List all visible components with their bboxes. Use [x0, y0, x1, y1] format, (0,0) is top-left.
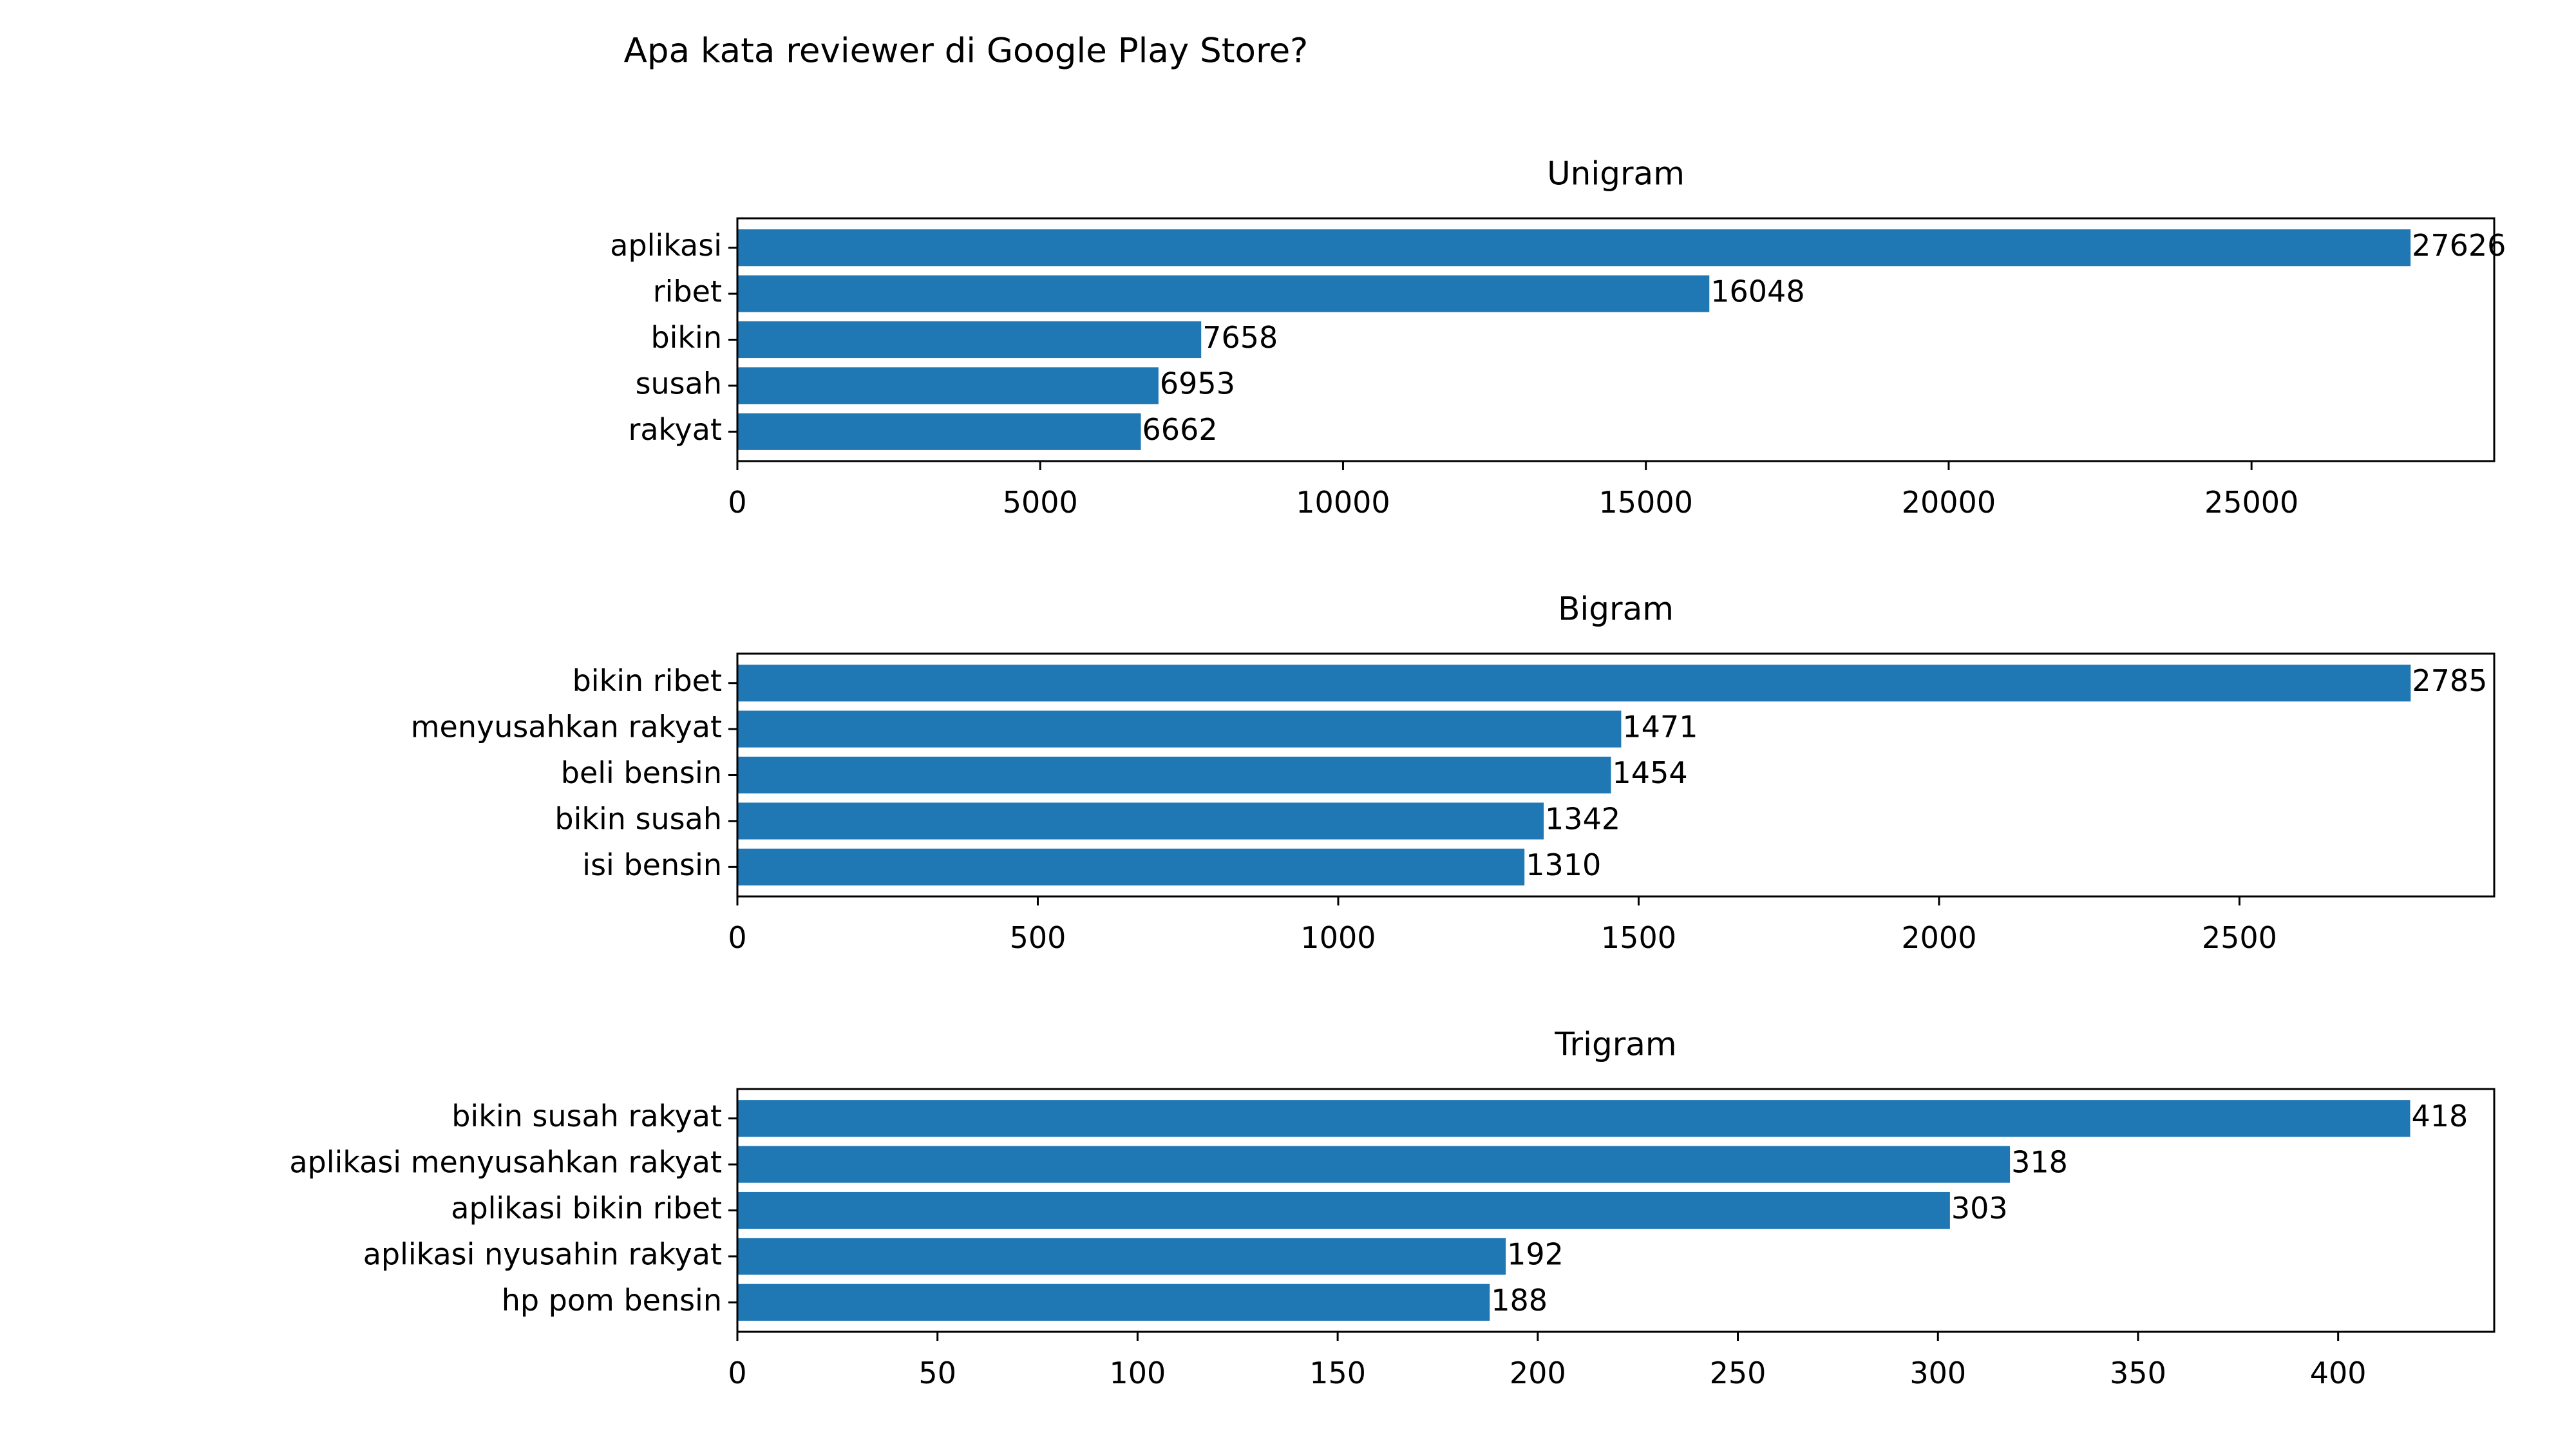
- bar: [737, 413, 1141, 450]
- chart-panel-2: Bigram bikin ribet 2785 menyusahkan rakyat 1…: [411, 591, 2496, 955]
- y-tick-label: hp pom bensin: [502, 1283, 722, 1318]
- y-tick-label: bikin ribet: [573, 663, 722, 698]
- data-label: 6662: [1142, 412, 1218, 447]
- x-tick-label: 250: [1710, 1356, 1766, 1390]
- data-label: 192: [1507, 1236, 1564, 1271]
- x-tick-label: 2500: [2202, 920, 2277, 955]
- bar: [737, 710, 1622, 748]
- data-label: 303: [1951, 1191, 2008, 1226]
- x-tick-label: 2000: [1901, 920, 1976, 955]
- y-tick-label: susah: [636, 366, 722, 401]
- x-tick-label: 1500: [1601, 920, 1676, 955]
- y-tick-label: bikin: [650, 320, 722, 355]
- y-tick-label: aplikasi: [610, 228, 722, 263]
- x-tick-label: 5000: [1003, 485, 1078, 520]
- chart-panel-3: Trigram bikin susah rakyat 418 aplikasi men…: [289, 1026, 2496, 1390]
- y-tick-label: aplikasi nyusahin rakyat: [363, 1236, 722, 1271]
- x-tick-label: 25000: [2204, 485, 2298, 520]
- bar: [737, 802, 1544, 840]
- data-label: 418: [2412, 1099, 2468, 1133]
- y-tick-label: menyusahkan rakyat: [411, 710, 722, 744]
- x-tick-label: 1000: [1300, 920, 1376, 955]
- bar: [737, 848, 1525, 886]
- x-tick-label: 150: [1309, 1356, 1366, 1390]
- data-label: 1454: [1613, 755, 1688, 790]
- x-tick-label: 0: [728, 1356, 746, 1390]
- x-tick-label: 300: [1909, 1356, 1966, 1390]
- x-tick-label: 50: [918, 1356, 956, 1390]
- x-tick-label: 500: [1010, 920, 1066, 955]
- x-tick-label: 0: [728, 920, 746, 955]
- y-tick-label: bikin susah rakyat: [451, 1099, 722, 1133]
- x-tick-label: 350: [2110, 1356, 2166, 1390]
- chart-title: Unigram: [1547, 155, 1685, 193]
- data-label: 1342: [1545, 801, 1620, 836]
- y-tick-label: isi bensin: [582, 848, 722, 882]
- data-label: 27626: [2412, 228, 2506, 263]
- axes-frame: [736, 652, 2496, 898]
- bar: [737, 756, 1611, 794]
- data-label: 1310: [1526, 848, 1601, 882]
- bar: [737, 1238, 1506, 1275]
- x-tick-label: 20000: [1902, 485, 1996, 520]
- bar: [737, 1283, 1490, 1321]
- x-tick-label: 200: [1510, 1356, 1566, 1390]
- data-label: 2785: [2412, 663, 2487, 698]
- axes-frame: [736, 1088, 2496, 1333]
- data-label: 1471: [1622, 710, 1698, 744]
- figure-title: Apa kata reviewer di Google Play Store?: [624, 32, 1309, 71]
- bar: [737, 321, 1202, 359]
- x-tick-label: 100: [1110, 1356, 1166, 1390]
- y-tick-label: beli bensin: [561, 755, 722, 790]
- x-tick-label: 15000: [1599, 485, 1693, 520]
- bar: [737, 1191, 1950, 1229]
- y-tick-label: rakyat: [628, 412, 722, 447]
- bar: [737, 665, 2411, 702]
- y-tick-label: aplikasi menyusahkan rakyat: [289, 1145, 722, 1180]
- chart-title: Trigram: [1554, 1026, 1676, 1063]
- bar: [737, 275, 1710, 312]
- data-label: 16048: [1710, 274, 1804, 309]
- bar: [737, 1100, 2410, 1137]
- bar: [737, 229, 2411, 267]
- y-tick-label: aplikasi bikin ribet: [451, 1191, 722, 1226]
- y-tick-label: ribet: [653, 274, 722, 309]
- chart-title: Bigram: [1558, 591, 1674, 628]
- data-label: 6953: [1160, 366, 1235, 401]
- x-tick-label: 0: [728, 485, 746, 520]
- data-label: 318: [2011, 1145, 2068, 1180]
- bar: [737, 1146, 2011, 1183]
- chart-panel-1: Unigram aplikasi 27626 ribet 16048 bikin 7658 s…: [610, 155, 2506, 520]
- data-label: 188: [1491, 1283, 1548, 1318]
- bar: [737, 367, 1159, 404]
- x-tick-label: 400: [2310, 1356, 2367, 1390]
- y-tick-label: bikin susah: [554, 801, 722, 836]
- x-tick-label: 10000: [1296, 485, 1390, 520]
- data-label: 7658: [1202, 320, 1278, 355]
- axes-frame: [736, 217, 2496, 462]
